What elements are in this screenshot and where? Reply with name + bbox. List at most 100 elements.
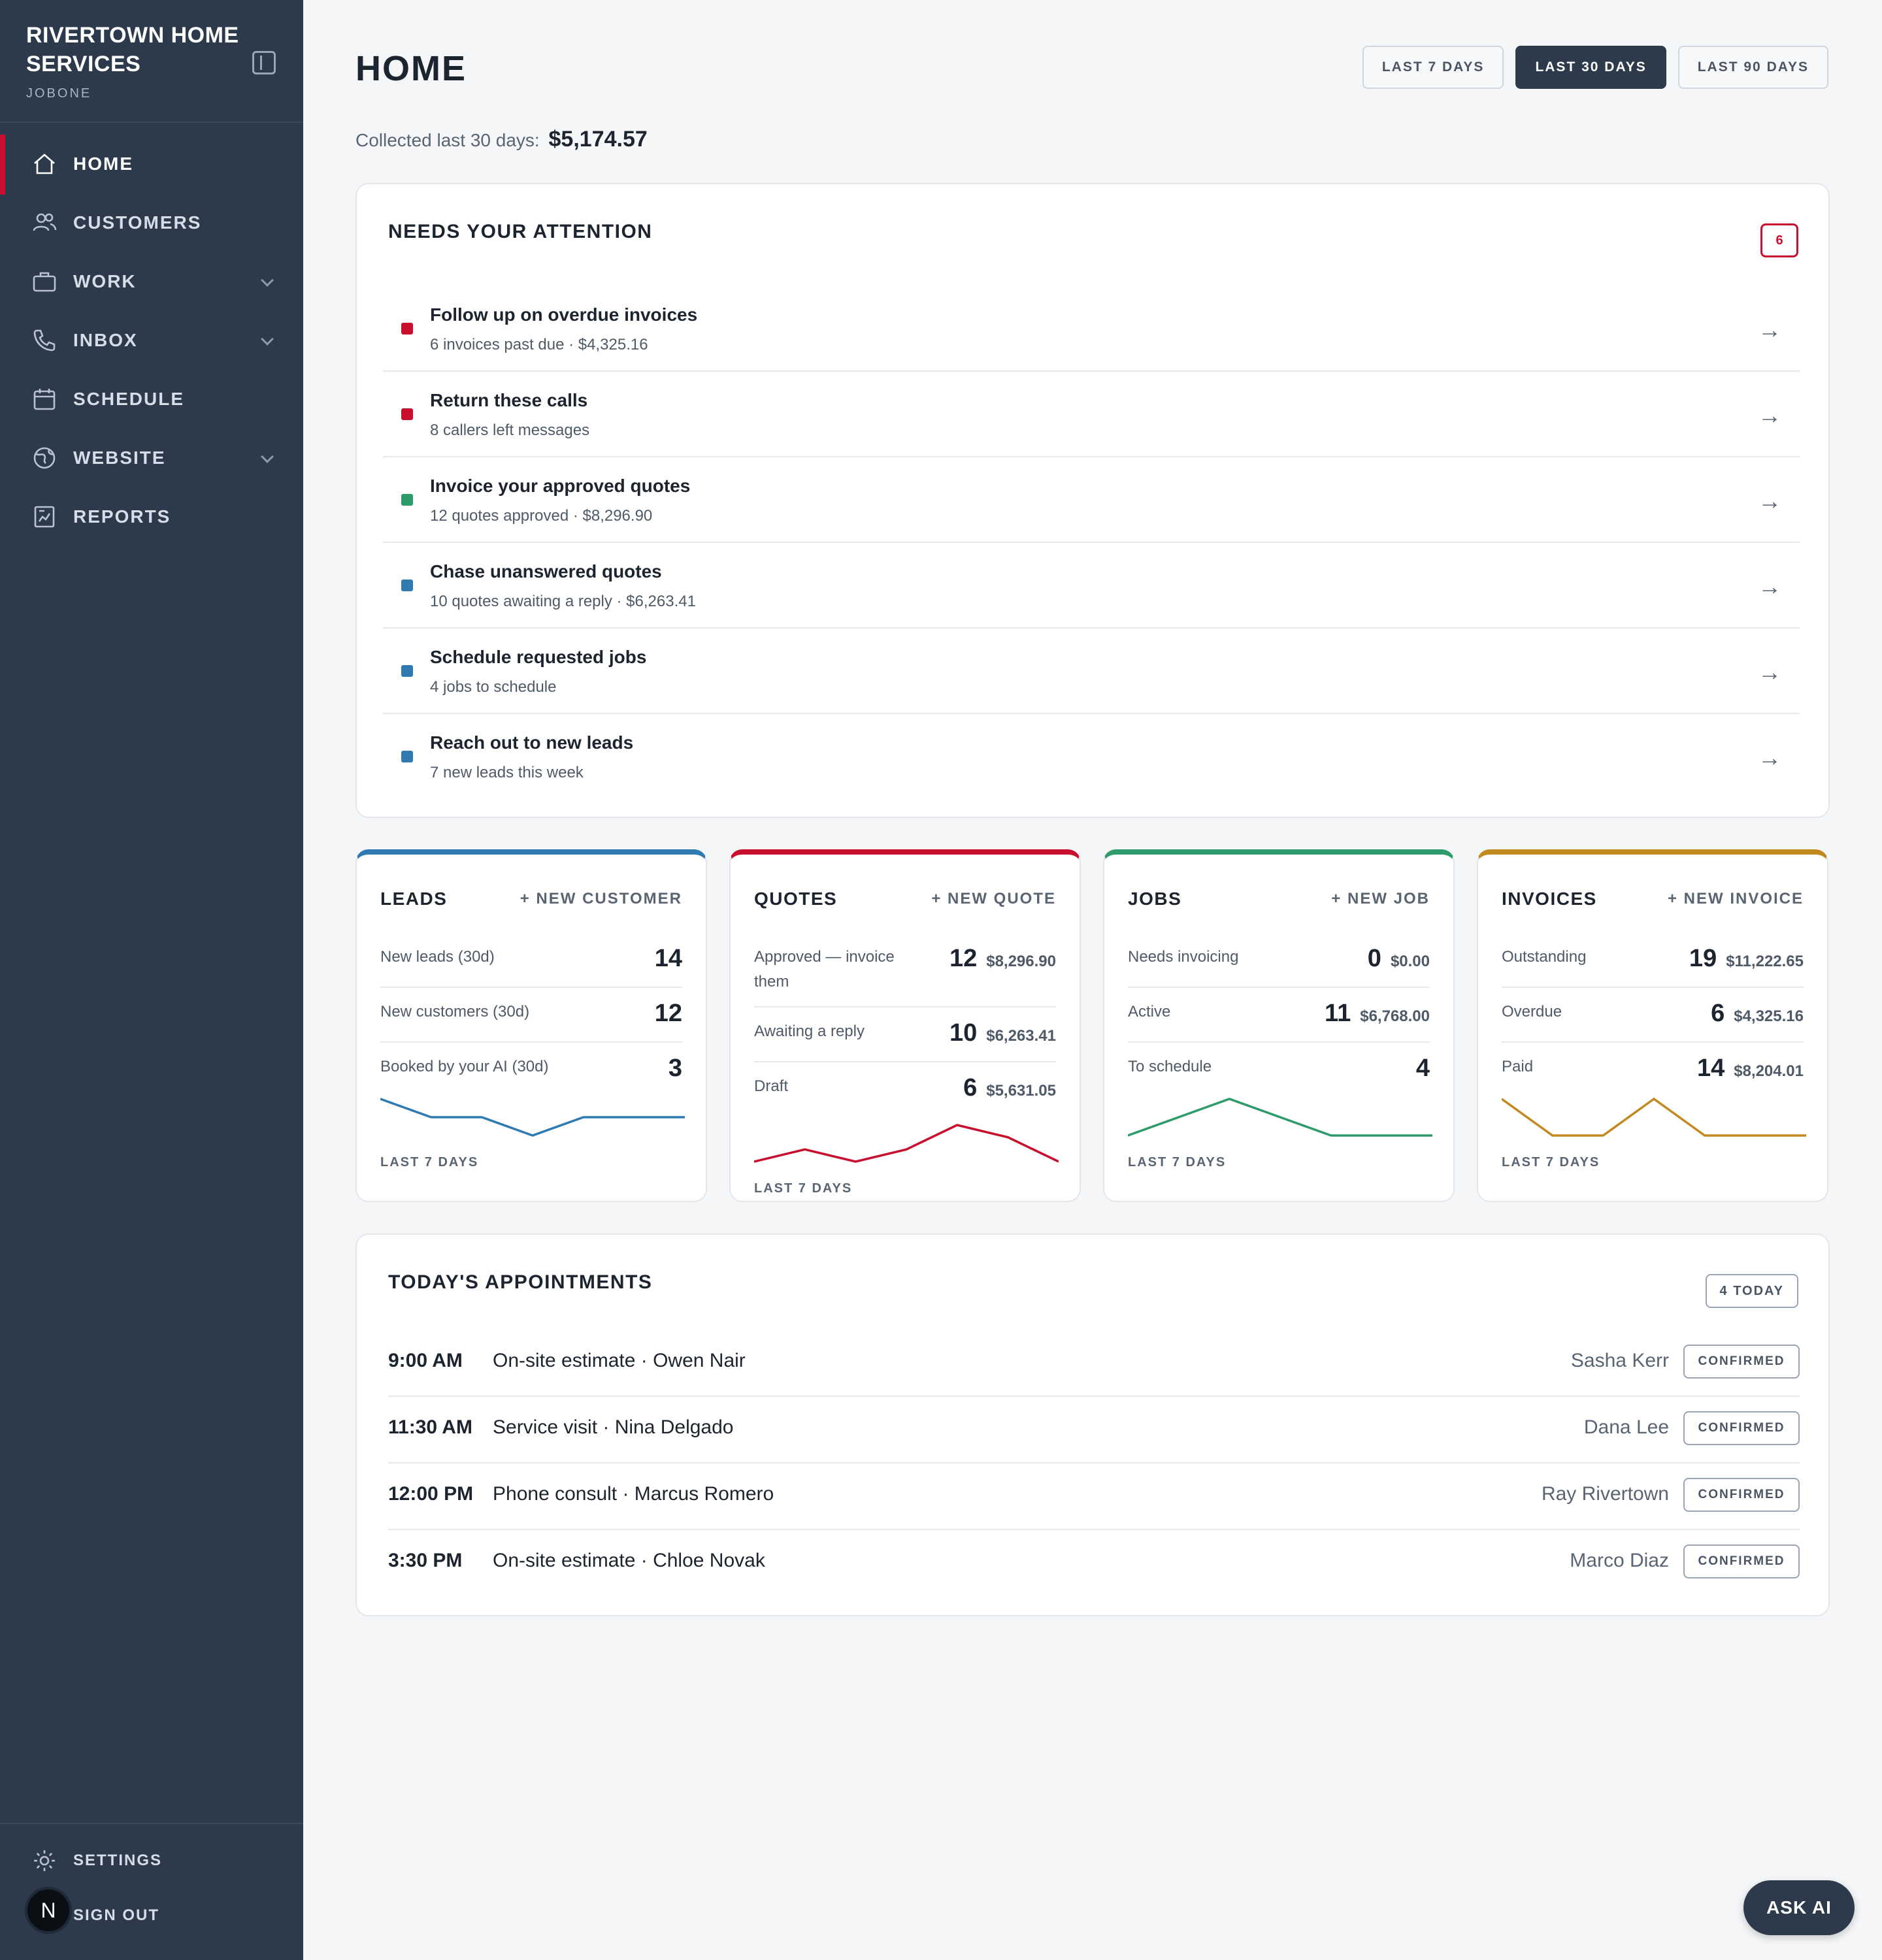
metric-row[interactable]: Booked by your AI (30d) 3 [380, 1043, 682, 1098]
settings-button[interactable]: SETTINGS [31, 1848, 162, 1874]
metric-count: 6 [963, 1074, 978, 1102]
metric-count: 12 [654, 1000, 682, 1027]
attention-item[interactable]: Schedule requested jobs 4 jobs to schedul… [383, 629, 1800, 714]
sidebar-item-inbox[interactable]: INBOX [0, 311, 303, 370]
ask-ai-button[interactable]: ASK AI [1743, 1880, 1855, 1935]
metric-label: Approved — invoice them [754, 948, 895, 990]
metric-count: 14 [1696, 1054, 1725, 1082]
status-badge: CONFIRMED [1683, 1544, 1800, 1578]
metric-label: Paid [1502, 1058, 1534, 1075]
metric-label: Overdue [1502, 1003, 1562, 1021]
range-button-30[interactable]: LAST 30 DAYS [1515, 46, 1666, 89]
sparkline-label: LAST 7 DAYS [754, 1181, 853, 1196]
new-quotes-button[interactable]: + NEW QUOTE [931, 890, 1056, 907]
report-icon [31, 504, 58, 530]
appointment-time: 11:30 AM [388, 1416, 472, 1438]
metric-label: Outstanding [1502, 948, 1587, 966]
arrow-right-icon[interactable]: → [1758, 316, 1781, 343]
metric-row[interactable]: Awaiting a reply 10 $6,263.41 [754, 1007, 1056, 1062]
metric-row[interactable]: Approved — invoice them 12 $8,296.90 [754, 933, 1056, 1007]
attention-item[interactable]: Reach out to new leads 7 new leads this w… [383, 714, 1800, 800]
attention-item[interactable]: Chase unanswered quotes 10 quotes awaitin… [383, 543, 1800, 629]
sidebar-item-website[interactable]: WEBSITE [0, 429, 303, 487]
status-badge: CONFIRMED [1683, 1478, 1800, 1512]
quotes-sparkline [754, 1124, 1059, 1163]
metric-row[interactable]: Paid 14 $8,204.01 [1502, 1043, 1804, 1098]
arrow-right-icon[interactable]: → [1758, 402, 1781, 429]
sign-out-label: SIGN OUT [73, 1906, 160, 1924]
attention-item-title: Chase unanswered quotes [430, 561, 662, 581]
attention-item[interactable]: Invoice your approved quotes 12 quotes ap… [383, 457, 1800, 543]
arrow-right-icon[interactable]: → [1758, 659, 1781, 685]
metric-row[interactable]: Active 11 $6,768.00 [1128, 988, 1430, 1043]
sidebar-item-schedule[interactable]: SCHEDULE [0, 370, 303, 429]
metric-row[interactable]: Overdue 6 $4,325.16 [1502, 988, 1804, 1043]
appointment-row[interactable]: 3:30 PM On-site estimate · Chloe Novak Mar… [388, 1530, 1800, 1597]
metric-row[interactable]: New leads (30d) 14 [380, 933, 682, 988]
attention-item-title: Schedule requested jobs [430, 647, 647, 667]
status-dot [401, 323, 413, 335]
attention-item[interactable]: Return these calls 8 callers left message… [383, 372, 1800, 457]
metric-amount: $11,222.65 [1726, 953, 1804, 970]
metric-amount: $0.00 [1390, 953, 1430, 970]
metric-row[interactable]: To schedule 4 [1128, 1043, 1430, 1098]
metric-row[interactable]: Needs invoicing 0 $0.00 [1128, 933, 1430, 988]
metric-rows: Needs invoicing 0 $0.00 Active 11 $6,768.00 To… [1128, 933, 1430, 1098]
metric-amount: $5,631.05 [986, 1082, 1056, 1100]
chevron-down-icon[interactable] [261, 333, 274, 346]
avatar[interactable]: N [25, 1887, 72, 1934]
attention-item-subtitle: 10 quotes awaiting a reply · $6,263.41 [430, 593, 696, 610]
attention-item[interactable]: Follow up on overdue invoices 6 invoices … [383, 286, 1800, 372]
metric-amount: $4,325.16 [1734, 1007, 1804, 1025]
divider [0, 1823, 303, 1824]
chevron-down-icon[interactable] [261, 274, 274, 287]
metric-count: 14 [654, 945, 682, 972]
attention-card: NEEDS YOUR ATTENTION 6 Follow up on over… [355, 183, 1830, 818]
metric-row[interactable]: Outstanding 19 $11,222.65 [1502, 933, 1804, 988]
sign-out-button[interactable]: SIGN OUT [73, 1906, 159, 1925]
status-dot [401, 580, 413, 591]
sidebar-item-reports[interactable]: REPORTS [0, 487, 303, 546]
range-button-90[interactable]: LAST 90 DAYS [1677, 46, 1828, 89]
jobs-title: JOBS [1128, 889, 1182, 909]
range-button-7[interactable]: LAST 7 DAYS [1362, 46, 1504, 89]
new-leads-button[interactable]: + NEW CUSTOMER [520, 890, 682, 907]
metric-label: New leads (30d) [380, 948, 495, 966]
collapse-sidebar-icon[interactable] [252, 51, 276, 74]
attention-item-subtitle: 6 invoices past due · $4,325.16 [430, 336, 648, 353]
arrow-right-icon[interactable]: → [1758, 744, 1781, 771]
assigned-technician: Ray Rivertown [1541, 1483, 1669, 1505]
metric-values: 6 $5,631.05 [963, 1074, 1056, 1102]
metric-label: Active [1128, 1003, 1171, 1021]
sidebar-item-label: SCHEDULE [73, 389, 185, 409]
leads-card: LEADS + NEW CUSTOMER New leads (30d) 14 New … [355, 849, 707, 1202]
appointment-row[interactable]: 9:00 AM On-site estimate · Owen Nair Sasha… [388, 1330, 1800, 1397]
appointment-row[interactable]: 12:00 PM Phone consult · Marcus Romero Ray… [388, 1463, 1800, 1530]
sidebar-item-work[interactable]: WORK [0, 252, 303, 311]
metric-row[interactable]: Draft 6 $5,631.05 [754, 1062, 1056, 1117]
collected-summary: Collected last 30 days: $5,174.57 [355, 127, 648, 152]
attention-item-subtitle: 7 new leads this week [430, 764, 584, 781]
status-dot [401, 494, 413, 506]
new-jobs-button[interactable]: + NEW JOB [1331, 890, 1430, 907]
sidebar-item-home[interactable]: HOME [0, 135, 303, 195]
appointments-list: 9:00 AM On-site estimate · Owen Nair Sasha… [388, 1330, 1800, 1597]
sidebar-item-customers[interactable]: CUSTOMERS [0, 193, 303, 252]
chevron-down-icon[interactable] [261, 450, 274, 463]
metric-row[interactable]: New customers (30d) 12 [380, 988, 682, 1043]
arrow-right-icon[interactable]: → [1758, 573, 1781, 600]
metric-count: 0 [1367, 945, 1381, 972]
appointment-row[interactable]: 11:30 AM Service visit · Nina Delgado Dana… [388, 1397, 1800, 1463]
card-header: QUOTES + NEW QUOTE [754, 889, 1056, 909]
metric-amount: $6,768.00 [1360, 1007, 1430, 1025]
attention-item-subtitle: 12 quotes approved · $8,296.90 [430, 507, 653, 525]
status-badge: CONFIRMED [1683, 1345, 1800, 1379]
leads-title: LEADS [380, 889, 448, 909]
arrow-right-icon[interactable]: → [1758, 487, 1781, 514]
metric-rows: Outstanding 19 $11,222.65 Overdue 6 $4,325.16… [1502, 933, 1804, 1098]
metric-amount: $6,263.41 [986, 1027, 1056, 1045]
attention-item-subtitle: 4 jobs to schedule [430, 678, 557, 696]
count-badge: 6 [1760, 223, 1798, 257]
new-invoices-button[interactable]: + NEW INVOICE [1667, 890, 1804, 907]
sparkline-label: LAST 7 DAYS [380, 1155, 479, 1169]
